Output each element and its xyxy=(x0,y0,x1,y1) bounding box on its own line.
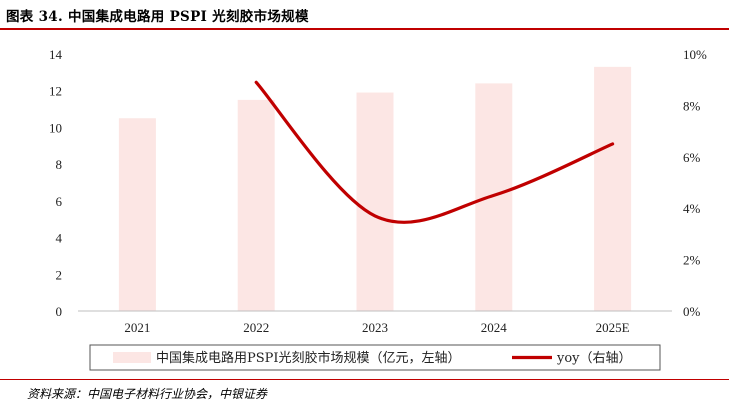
y-right-tick-label: 6% xyxy=(683,150,701,165)
legend-bar-swatch xyxy=(113,352,151,363)
bar-2023 xyxy=(356,92,394,311)
y-left-tick-label: 6 xyxy=(56,194,63,209)
bar-2021 xyxy=(118,118,156,311)
chart-title: 图表 34. 中国集成电路用 PSPI 光刻胶市场规模 xyxy=(6,9,309,25)
x-tick-label: 2022 xyxy=(243,320,269,335)
source-divider xyxy=(0,379,729,380)
legend-bar-label: 中国集成电路用PSPI光刻胶市场规模（亿元，左轴） xyxy=(156,350,461,366)
source-note: 资料来源：中国电子材料行业协会，中银证券 xyxy=(27,387,268,401)
bar-2025E xyxy=(594,66,632,311)
y-left-tick-label: 10 xyxy=(49,120,62,135)
y-left-tick-label: 4 xyxy=(56,231,63,246)
y-right-tick-label: 8% xyxy=(683,98,701,113)
y-left-tick-label: 2 xyxy=(56,267,63,282)
x-tick-label: 2023 xyxy=(362,320,388,335)
y-right-tick-label: 4% xyxy=(683,201,701,216)
x-tick-label: 2024 xyxy=(481,320,508,335)
y-right-tick-label: 10% xyxy=(683,47,707,62)
y-right-tick-label: 2% xyxy=(683,253,701,268)
y-left-tick-label: 8 xyxy=(56,157,63,172)
yoy-line xyxy=(254,80,615,224)
y-left-tick-label: 0 xyxy=(56,304,63,319)
title-divider xyxy=(0,28,729,30)
y-right-tick-label: 0% xyxy=(683,304,701,319)
y-left-tick-label: 14 xyxy=(49,47,63,62)
x-tick-label: 2025E xyxy=(596,320,630,335)
bar-2022 xyxy=(237,99,275,312)
legend-box xyxy=(89,344,661,371)
x-tick-label: 2021 xyxy=(124,320,150,335)
bar-2024 xyxy=(475,83,513,311)
legend-line-label: yoy（右轴） xyxy=(556,351,632,366)
y-left-tick-label: 12 xyxy=(49,84,62,99)
